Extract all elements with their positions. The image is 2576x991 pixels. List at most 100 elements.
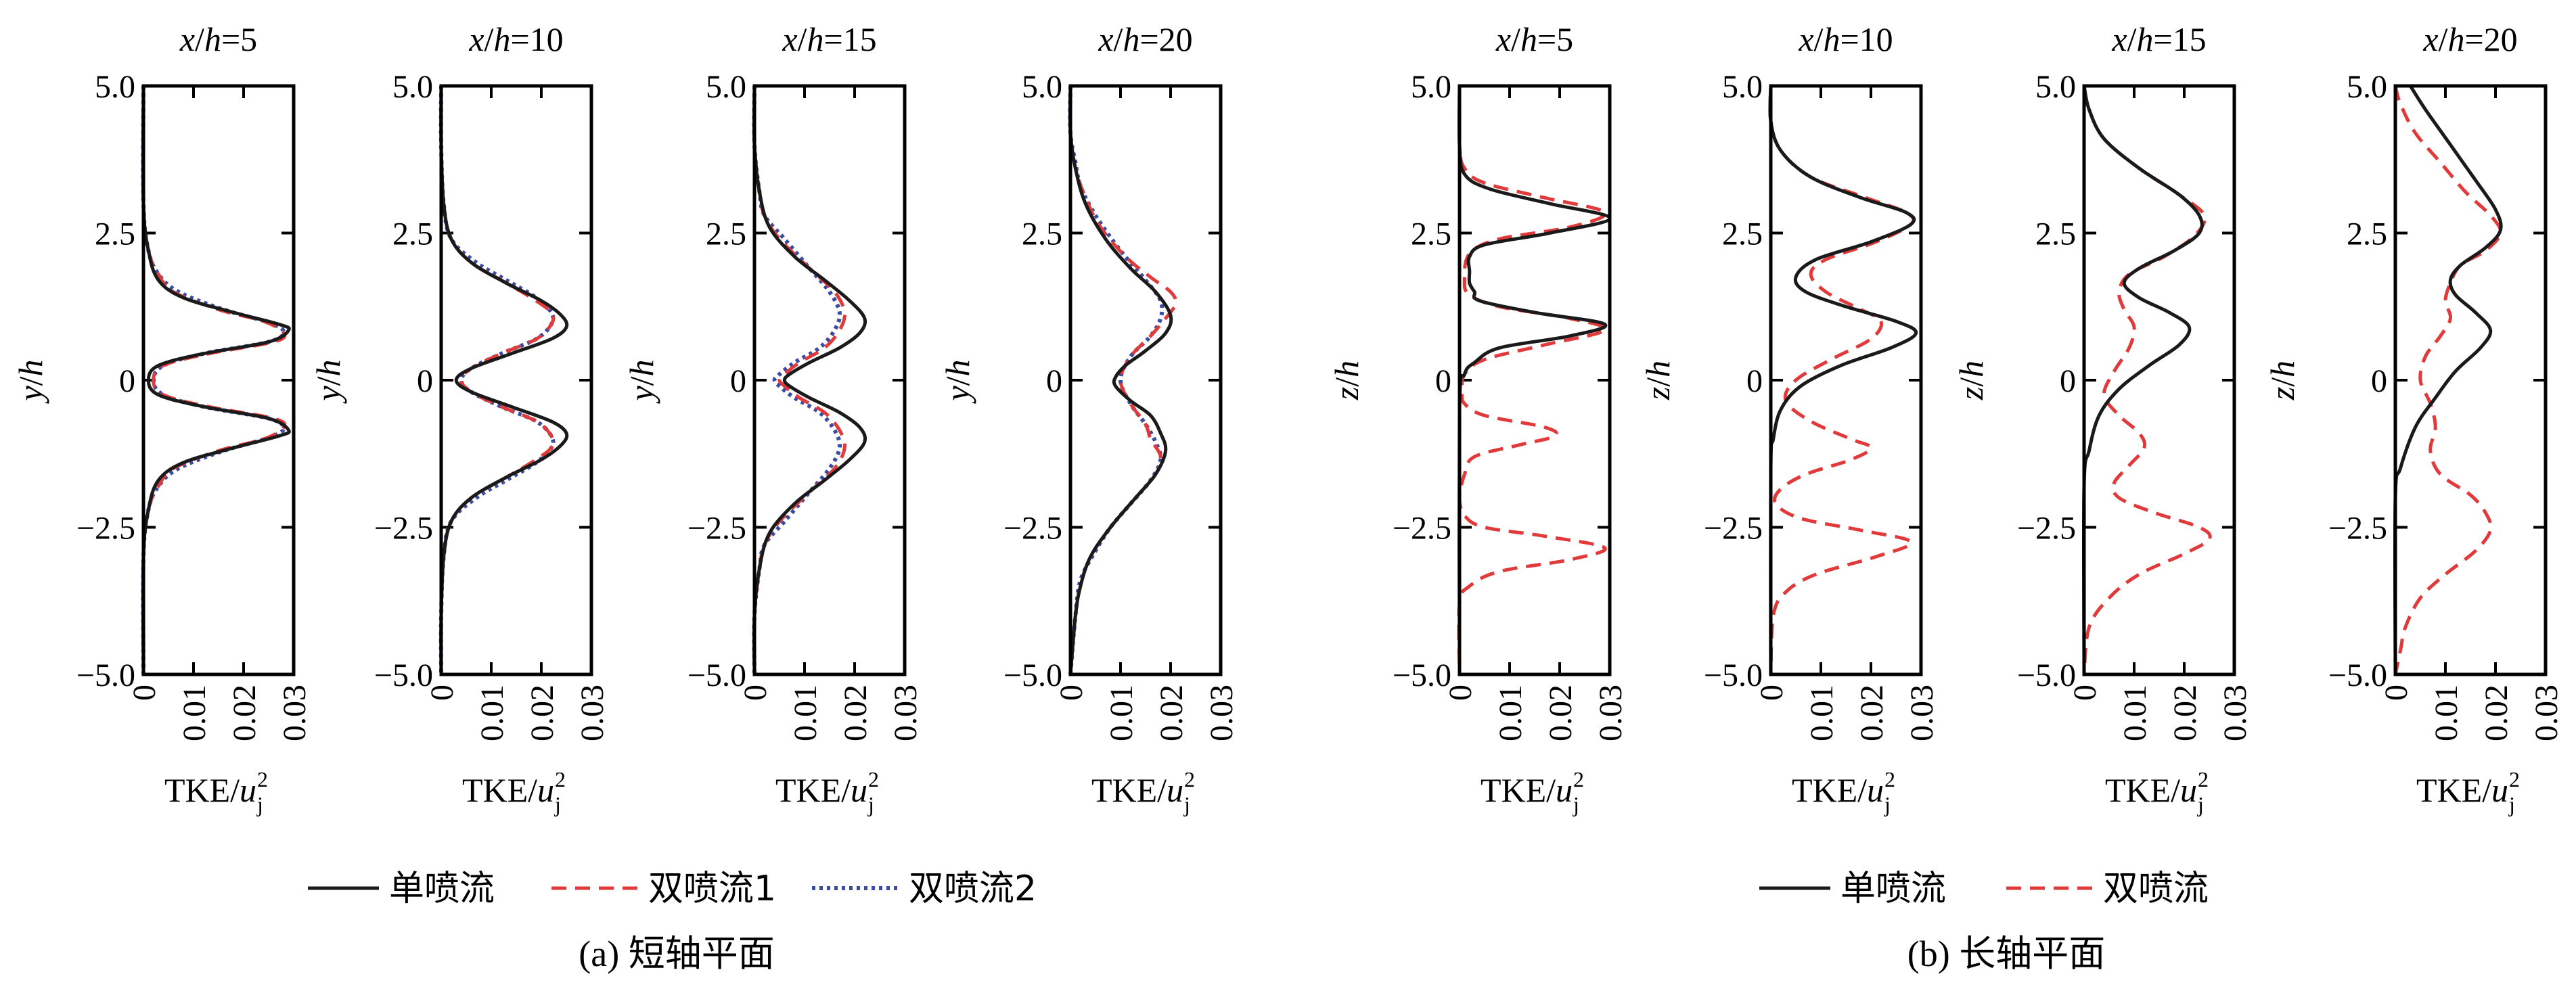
x-tick-label: 0.01 — [2117, 685, 2153, 741]
panel-title-var: h — [1123, 20, 1139, 58]
series-line-twin1 — [2082, 85, 2212, 675]
x-axis-label-main: TKE/ — [164, 771, 240, 809]
y-tick-label: 2.5 — [392, 216, 433, 252]
y-tick-label: 5.0 — [392, 69, 433, 105]
x-tick-label: 0.03 — [2529, 685, 2564, 741]
y-axis-label-var: y — [309, 386, 347, 405]
x-axis-label-sup: 2 — [2509, 767, 2520, 791]
plot-frame — [439, 84, 593, 676]
x-axis-label-main: TKE/ — [2416, 771, 2491, 809]
x-axis-label-sub: j — [554, 792, 561, 816]
x-tick-label: 0.01 — [474, 685, 510, 741]
legend-b-label-single: 单喷流 — [1840, 869, 1946, 909]
y-axis-label-slash: / — [1639, 377, 1677, 387]
x-tick-label: 0.01 — [788, 685, 823, 741]
series-line-single — [439, 85, 569, 675]
x-tick-label: 0.03 — [277, 685, 313, 741]
y-tick-label: −5.0 — [687, 658, 746, 693]
plot-frame — [1458, 84, 1612, 676]
x-axis-label-u: u — [1167, 771, 1183, 809]
panel-title-var: h — [1520, 20, 1537, 58]
x-tick-label: 0.03 — [1593, 685, 1629, 741]
x-tick-label: 0.01 — [177, 685, 212, 741]
y-axis-label-var: z — [1639, 387, 1677, 400]
x-axis-label-sub: j — [1183, 792, 1190, 816]
panel-title-value: =10 — [510, 20, 563, 58]
y-axis-label: z/h — [1328, 361, 1365, 400]
panel-2: x/h=105.02.50−2.5−5.00 0.01 0.02 0.03y/hTKE… — [309, 20, 610, 816]
y-tick-label: 5.0 — [1722, 69, 1763, 105]
panel-title: x/h=20 — [1098, 20, 1192, 58]
x-tick-label: 0 — [424, 685, 460, 701]
panel-title-var: h — [2136, 20, 2153, 58]
series-line-single — [2393, 85, 2503, 675]
panel-title-value: =10 — [1840, 20, 1893, 58]
y-tick-label: −5.0 — [1393, 658, 1451, 693]
panel-title-var: x — [2111, 20, 2127, 58]
y-axis-label-var: z — [1328, 387, 1365, 400]
panel-title-value: =15 — [2153, 20, 2206, 58]
panel-title-var: h — [493, 20, 510, 58]
x-axis-label: TKE/u — [164, 771, 256, 809]
panel-title-slash: / — [484, 20, 494, 58]
x-tick-label: 0.03 — [888, 685, 924, 741]
x-tick-label: 0 — [1054, 685, 1089, 701]
y-tick-label: −5.0 — [2328, 658, 2387, 693]
panel-title-var: h — [2447, 20, 2464, 58]
y-axis-label-slash: / — [623, 376, 660, 386]
x-tick-label: 0.02 — [524, 685, 560, 741]
x-axis-label: TKE/u — [2416, 771, 2508, 809]
y-tick-label: −2.5 — [2017, 511, 2076, 547]
y-tick-label: −2.5 — [76, 511, 135, 547]
panel-title-slash: / — [1511, 20, 1520, 58]
legend-b: 单喷流 双喷流 — [1759, 869, 2209, 909]
y-axis-label: z/h — [2263, 361, 2301, 400]
panel-1: x/h=55.02.50−2.5−5.00 0.01 0.02 0.03y/hTKE/… — [12, 20, 313, 816]
series-line-single — [1068, 85, 1173, 675]
y-tick-label: 0 — [2371, 363, 2387, 399]
x-axis-label: TKE/u — [1481, 771, 1573, 809]
series-line-single — [1768, 85, 1918, 675]
x-axis-label-u: u — [537, 771, 554, 809]
x-axis-label-main: TKE/ — [1481, 771, 1556, 809]
panel-title-var: x — [179, 20, 195, 58]
series-line-twin1 — [1068, 85, 1178, 675]
y-tick-label: 2.5 — [706, 216, 746, 252]
panel-title-var: h — [807, 20, 823, 58]
x-axis-label-main: TKE/ — [1792, 771, 1867, 809]
y-tick-label: −5.0 — [1704, 658, 1763, 693]
legend-a-label-twin1: 双喷流1 — [648, 869, 776, 909]
y-tick-label: 0 — [417, 363, 433, 399]
y-tick-label: −5.0 — [76, 658, 135, 693]
x-tick-label: 0.02 — [1854, 685, 1890, 741]
y-tick-label: −2.5 — [1704, 511, 1763, 547]
x-axis-label-sup: 2 — [1184, 767, 1195, 791]
x-axis-label-sub: j — [1884, 792, 1891, 816]
x-tick-label: 0.02 — [838, 685, 874, 741]
x-axis-label-sub: j — [867, 792, 874, 816]
x-axis-label-sub: j — [1573, 792, 1579, 816]
plot-frame — [141, 84, 296, 676]
x-tick-label: 0.02 — [1543, 685, 1579, 741]
panel-title-slash: / — [1114, 20, 1123, 58]
y-tick-label: 0 — [2060, 363, 2076, 399]
y-tick-label: 2.5 — [1722, 216, 1763, 252]
series-line-single — [752, 85, 867, 675]
x-axis-label: TKE/u — [1091, 771, 1183, 809]
panel-title-var: x — [782, 20, 797, 58]
x-axis-label: TKE/u — [1792, 771, 1884, 809]
panel-title-value: =20 — [1139, 20, 1192, 58]
panel-title-var: x — [1798, 20, 1813, 58]
x-axis-label-u: u — [851, 771, 867, 809]
x-axis-label-sup: 2 — [1884, 767, 1895, 791]
y-axis-label-var: z — [1952, 387, 1990, 400]
x-axis-label-u: u — [1867, 771, 1884, 809]
panel-title: x/h=10 — [1798, 20, 1893, 58]
y-tick-label: 2.5 — [2347, 216, 2387, 252]
panel-title-slash: / — [2439, 20, 2448, 58]
y-axis-label: z/h — [1639, 361, 1677, 400]
x-axis-label-u: u — [2180, 771, 2197, 809]
y-tick-label: −2.5 — [687, 511, 746, 547]
y-tick-label: 2.5 — [1411, 216, 1451, 252]
